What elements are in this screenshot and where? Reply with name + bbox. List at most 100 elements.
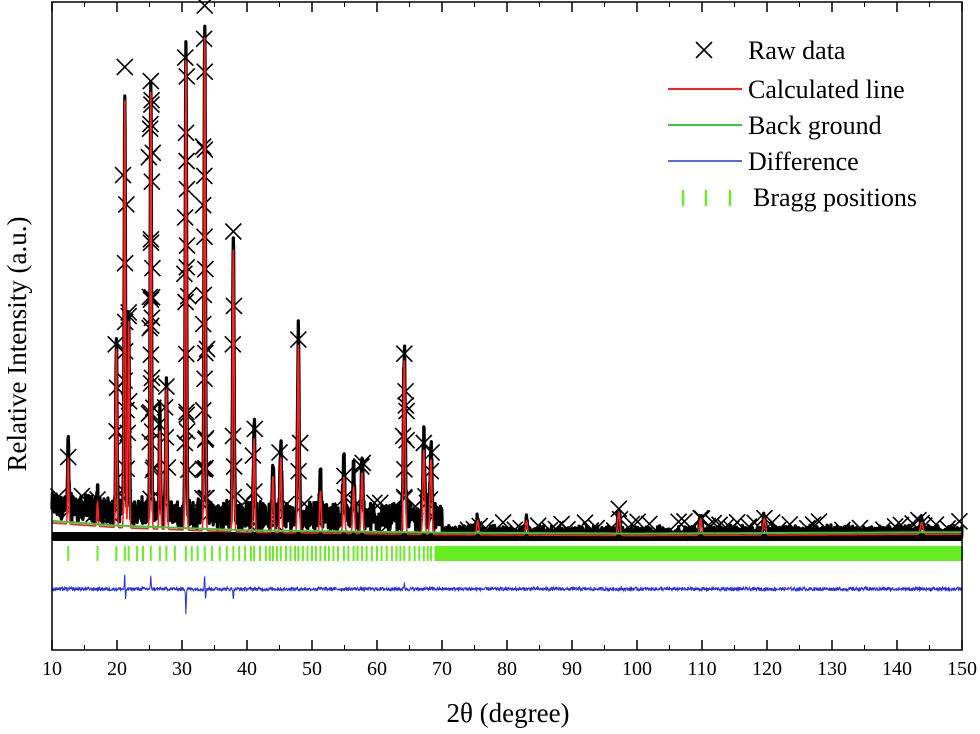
raw-data-point-22-1-b [395,489,414,508]
raw-data-point-22-2 [395,460,413,478]
raw-data-point-0 [59,448,77,466]
raw-data-point-18-3 [291,434,309,452]
series-layer [49,0,968,615]
raw-data-point-bg-1460 [927,516,945,534]
raw-data-point-bg-1118 [705,514,723,532]
raw-data-point-bg-920-b [576,514,594,532]
raw-data-point-22-1 [395,489,414,508]
raw-data-point-10-b [176,49,194,67]
raw-data-point-bg-425-b [254,511,272,529]
raw-data-point-9-4-b [156,398,174,416]
raw-data-point-bg-578 [354,454,372,472]
raw-data-point-bg-1019 [640,515,658,533]
raw-data-point-6-13-b [144,144,162,162]
raw-data-point-6-13 [144,144,162,162]
x-tick-label-60: 60 [367,658,387,680]
bragg-positions [67,546,963,561]
raw-data-point-2-b [107,335,125,353]
raw-data-point-bg-1118-b [705,514,723,532]
raw-data-point-bg-164-b [85,505,103,523]
raw-data-point-bg-1127-b [710,516,729,534]
legend-bragg-ticks [681,190,732,206]
raw-data-point-6-6-b [142,346,160,364]
raw-data-point-9 [157,378,175,396]
raw-data-point-bg-1496 [950,512,968,530]
raw-data-point-bg-488 [295,495,313,513]
raw-data-point-7-4-b [144,399,162,417]
raw-data-point-bg-659-b [406,497,424,515]
x-tick-label-70: 70 [432,658,452,680]
raw-data-point-bg-1208-b [763,513,781,532]
raw-data-point-bg-146 [73,487,91,505]
raw-data-point-11-2-b [179,461,197,479]
raw-data-point-14-5 [196,370,214,388]
raw-data-point-bg-1280-b [810,512,828,531]
legend-raw-marker [695,41,713,59]
raw-data-point-bg-1271 [804,516,822,534]
x-tick-label-10: 10 [42,658,62,680]
raw-data-point-3-b [116,58,134,76]
raw-data-point-bg-1100 [693,509,711,528]
raw-data-point-19 [335,467,354,485]
x-tick-label-50: 50 [302,658,322,680]
raw-data-point-18 [289,331,307,349]
raw-data-point-18-b [289,331,307,349]
x-axis-ticks: 10 20 30 40 50 60 70 80 90 100 110 120 130 140 150 [42,2,977,680]
raw-data-point-bg-1496-b [950,512,968,530]
raw-data-point-17 [270,443,289,461]
raw-data-point-22-4 [397,402,416,420]
raw-data-point-bg-605-b [371,494,389,512]
raw-data-point-bg-344 [202,503,220,521]
raw-data-point-bg-1019-b [640,515,658,533]
legend-label-bragg: Bragg positions [753,183,917,212]
raw-data-point-14-5-b [196,370,214,388]
raw-data-point-10 [176,49,194,67]
raw-data-point-22-2-b [395,460,413,478]
x-tick-label-150: 150 [947,658,977,680]
x-axis-title: 2θ (degree) [446,698,569,728]
raw-data-point-3-11 [117,195,135,214]
raw-data-point-24-b [423,443,441,461]
legend-label-background: Back ground [748,111,882,140]
raw-data-point-bg-794 [494,513,512,531]
raw-data-point-bg-1460-b [927,516,945,534]
raw-data-point-bg-425 [254,511,272,529]
raw-data-point-23 [415,434,433,452]
raw-data-point-bg-146-b [73,487,91,505]
raw-data-point-bg-488-b [295,495,313,513]
legend-label-calculated: Calculated line [748,75,905,104]
raw-data-point-bg-848 [529,517,547,535]
raw-data-point-22-4-b [397,402,416,420]
raw-data-point-bg-110-b [49,487,68,506]
raw-data-point-21-4 [397,396,415,414]
raw-data-point-1 [88,490,107,508]
raw-data-point-bg-398 [237,492,255,510]
raw-data-point-bg-1001 [629,513,647,531]
raw-data-point-bg-1271-b [804,516,822,534]
raw-data-point-21-4-b [397,396,415,414]
legend: Raw data Calculated line Back ground Dif… [668,36,917,212]
x-tick-label-30: 30 [172,658,192,680]
raw-data-point-15-1 [225,488,243,506]
raw-data-point-bg-335-b [196,0,212,15]
raw-data-point-9-4 [156,398,174,416]
x-tick-label-40: 40 [237,658,257,680]
y-axis-title: Relative Intensity (a.u.) [2,217,32,472]
raw-data-point-25-b [610,500,628,518]
raw-data-point-20 [352,457,370,476]
raw-data-point-bg-128-b [61,500,79,519]
raw-data-point-15 [224,222,242,241]
x-tick-label-110: 110 [687,658,716,680]
raw-data-point-bg-1208 [763,513,781,532]
raw-data-point-9-b [157,378,175,396]
raw-data-point-5-b [142,72,160,90]
raw-data-point-6-9-b [143,259,161,277]
raw-data-point-bg-1154 [728,513,746,531]
raw-data-point-bg-128 [61,500,79,519]
raw-data-point-bg-758-b [471,517,489,535]
raw-data-point-23-b [415,434,433,452]
raw-data-point-5 [142,72,160,90]
raw-data-point-bg-110 [49,487,68,506]
raw-data-point-0-b [59,448,77,466]
